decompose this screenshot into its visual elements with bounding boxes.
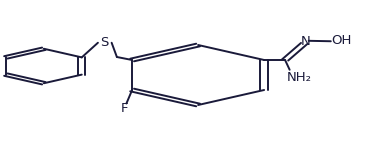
Text: N: N [300,35,310,48]
Text: NH₂: NH₂ [287,71,312,84]
Text: OH: OH [331,34,351,47]
Text: F: F [121,102,128,114]
Text: S: S [101,36,109,48]
